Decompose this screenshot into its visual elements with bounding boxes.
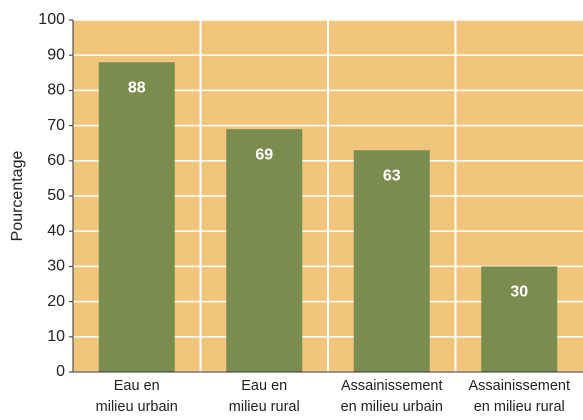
x-tick-label: en milieu urbain	[341, 399, 443, 415]
bar	[98, 62, 175, 373]
x-tick-label: Eau en	[241, 378, 287, 394]
x-tick-label: en milieu rural	[474, 399, 565, 415]
value-label: 63	[383, 167, 401, 184]
y-tick-label: 50	[47, 187, 65, 204]
x-tick-label: Assainissement	[468, 378, 570, 394]
bar	[353, 150, 430, 372]
x-tick-label: Assainissement	[341, 378, 443, 394]
y-tick-label: 40	[47, 222, 65, 239]
y-tick-label: 70	[47, 117, 65, 134]
y-tick-label: 80	[47, 82, 65, 99]
y-tick-label: 100	[38, 11, 65, 28]
y-axis-label: Pourcentage	[9, 151, 26, 242]
bar	[481, 266, 558, 372]
y-tick-label: 0	[56, 363, 65, 380]
value-label: 69	[255, 146, 273, 163]
x-tick-label: Eau en	[114, 378, 160, 394]
y-tick-label: 60	[47, 152, 65, 169]
y-tick-label: 90	[47, 46, 65, 63]
y-tick-label: 10	[47, 328, 65, 345]
x-tick-label: milieu rural	[229, 399, 300, 415]
value-label: 88	[128, 79, 146, 96]
bar	[226, 129, 303, 372]
x-tick-label: milieu urbain	[96, 399, 178, 415]
y-tick-label: 20	[47, 293, 65, 310]
y-tick-label: 30	[47, 258, 65, 275]
value-label: 30	[510, 284, 528, 301]
